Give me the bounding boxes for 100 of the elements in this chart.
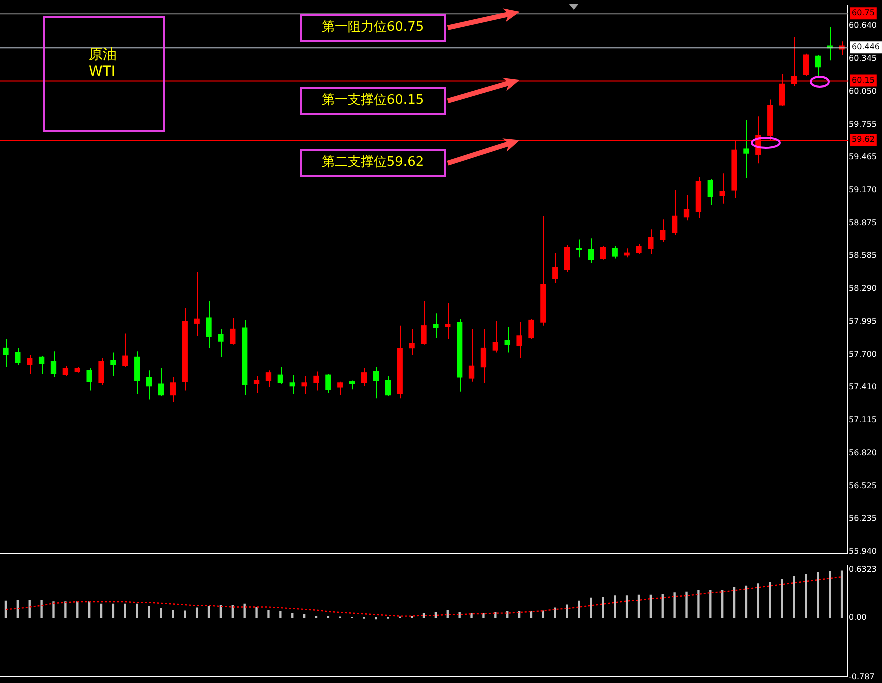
- bar: [112, 604, 115, 618]
- candlestick: [815, 54, 821, 78]
- bar: [458, 612, 461, 618]
- ref-line-label: 59.62: [852, 135, 875, 144]
- candlestick: [803, 53, 810, 77]
- candlestick: [708, 178, 714, 206]
- y-tick-label: 0.6323: [849, 565, 877, 574]
- candlestick: [218, 328, 224, 358]
- bar: [64, 602, 67, 618]
- bar: [494, 612, 497, 618]
- bar: [626, 596, 628, 618]
- bar: [674, 592, 676, 618]
- candlestick: [170, 376, 176, 402]
- y-tick-label: 59.755: [849, 120, 877, 130]
- y-tick-label: 56.525: [849, 482, 877, 491]
- candlestick: [62, 366, 69, 377]
- bar: [470, 612, 473, 618]
- candlestick: [326, 374, 332, 394]
- y-tick-label: 58.875: [849, 218, 877, 228]
- candlestick: [660, 219, 666, 242]
- bar: [817, 572, 820, 618]
- bar: [148, 606, 150, 618]
- annotation: 第一支撑位60.15: [300, 87, 446, 116]
- bar: [566, 604, 568, 618]
- candlestick: [3, 338, 9, 368]
- candlestick: [636, 244, 642, 255]
- y-tick-label: 57.995: [849, 317, 877, 326]
- bar: [745, 586, 748, 618]
- bar: [160, 608, 162, 618]
- candlestick: [50, 351, 57, 378]
- bar: [829, 572, 832, 618]
- candlestick: [720, 173, 726, 204]
- candlestick: [504, 326, 510, 354]
- candlestick: [409, 328, 415, 356]
- y-tick-label: 57.410: [849, 382, 877, 392]
- bar: [781, 579, 784, 618]
- bar: [172, 610, 174, 618]
- bar: [482, 612, 485, 618]
- y-tick-label: 56.235: [849, 514, 877, 524]
- bar: [256, 606, 258, 618]
- bar: [805, 574, 808, 618]
- bar: [554, 608, 556, 618]
- bar: [446, 610, 449, 618]
- bar: [638, 594, 640, 618]
- candlestick: [27, 354, 33, 375]
- candlestick: [98, 358, 104, 386]
- candlestick: [206, 300, 212, 349]
- candlestick: [480, 328, 487, 384]
- bar: [578, 600, 580, 618]
- bar: [184, 610, 186, 618]
- y-tick-label: 58.290: [849, 284, 877, 294]
- y-tick-label: 57.700: [849, 350, 877, 360]
- bar: [757, 584, 760, 618]
- annotation: 第一阻力位60.75: [300, 14, 446, 42]
- bar: [40, 600, 43, 618]
- y-tick-label: 57.115: [849, 416, 877, 425]
- candlestick: [290, 374, 296, 395]
- bar: [840, 570, 844, 618]
- y-tick-label: 55.940: [849, 547, 877, 556]
- candlestick: [600, 246, 606, 260]
- bar: [710, 590, 712, 618]
- bar: [650, 594, 652, 618]
- ref-line-label: 60.446: [852, 42, 880, 52]
- candlestick: [278, 366, 284, 385]
- candlestick: [361, 368, 368, 387]
- ref-line-label: 60.15: [852, 76, 875, 85]
- candlestick: [684, 194, 690, 222]
- annotation: 第二支撑位59.62: [300, 149, 446, 178]
- annotation: WTI: [89, 64, 116, 80]
- bar: [542, 610, 545, 618]
- bar: [733, 587, 736, 618]
- candlestick: [433, 313, 439, 339]
- candlestick: [373, 366, 380, 400]
- candlestick: [385, 376, 391, 397]
- bar: [268, 610, 270, 618]
- candlestick: [230, 318, 236, 346]
- y-tick-label: 60.345: [849, 54, 877, 64]
- ref-line-label: 60.75: [852, 8, 875, 18]
- candlestick: [266, 370, 272, 388]
- candlestick: [552, 252, 558, 284]
- candlestick: [648, 229, 654, 255]
- bar: [662, 594, 664, 618]
- candlestick: [314, 371, 320, 392]
- candlestick: [445, 303, 451, 340]
- bar: [136, 604, 138, 618]
- candlestick: [15, 348, 21, 366]
- candlestick: [492, 320, 498, 354]
- line-series: [5, 576, 843, 617]
- candlestick: [146, 370, 152, 400]
- candlestick: [588, 238, 594, 264]
- bar: [722, 590, 724, 618]
- bar: [614, 596, 616, 618]
- bar: [602, 597, 604, 618]
- bar: [76, 602, 79, 618]
- y-tick-label: 59.170: [849, 186, 877, 195]
- bar: [793, 576, 796, 618]
- y-tick-label: 0.00: [849, 612, 867, 622]
- annotation: 原油: [89, 46, 117, 64]
- y-tick-label: 60.640: [849, 21, 877, 30]
- y-tick-label: -0.787: [849, 672, 875, 682]
